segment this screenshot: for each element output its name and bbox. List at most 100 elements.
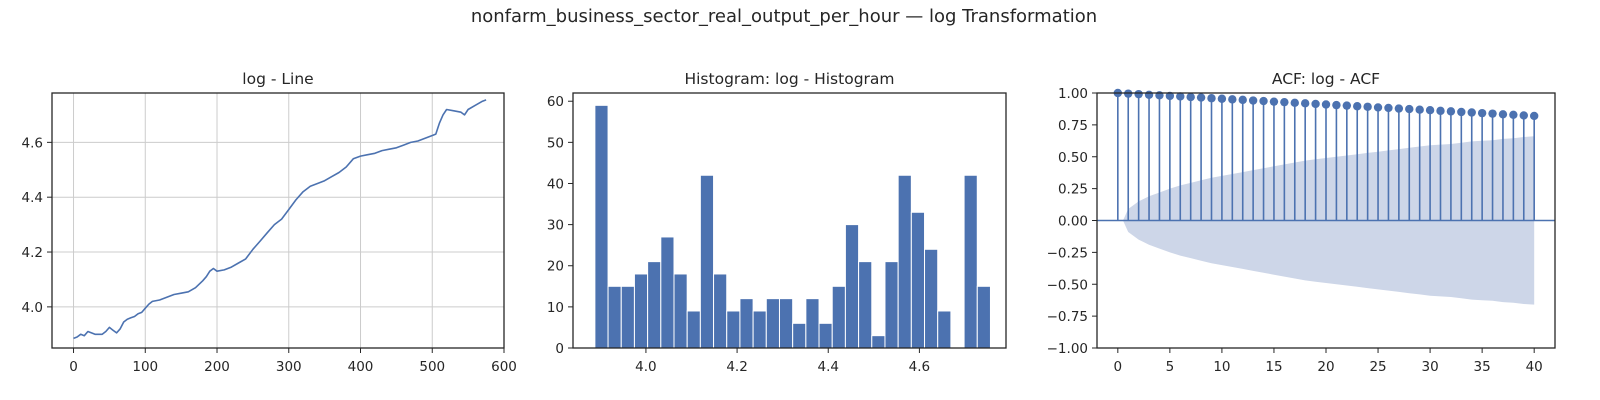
acf-point	[1509, 110, 1518, 120]
acf-point	[1446, 107, 1456, 116]
hist-xtick-label: 4.4	[817, 359, 838, 375]
acf-ytick-label: −0.75	[1047, 309, 1088, 325]
line-panel: log - Line 0 100 200 300 400 500 600 4.0 4.2 4.4 4…	[22, 70, 517, 375]
hist-bar	[976, 285, 991, 349]
line-ytick-label: 4.4	[22, 190, 43, 206]
line-xtick-label: 0	[69, 359, 78, 375]
hist-bar	[924, 248, 939, 349]
acf-point	[1207, 94, 1216, 103]
acf-point	[1405, 104, 1414, 114]
acf-point	[1519, 111, 1528, 120]
acf-point	[1280, 97, 1289, 107]
hist-bar	[594, 104, 609, 349]
acf-point	[1228, 95, 1237, 104]
hist-bar	[844, 224, 860, 349]
line-ytick-label: 4.0	[22, 300, 43, 316]
acf-point	[1300, 99, 1310, 108]
acf-point	[1529, 111, 1539, 121]
acf-point	[1415, 105, 1424, 114]
acf-point	[1425, 106, 1435, 115]
acf-xtick-label: 0	[1114, 359, 1123, 375]
hist-bar	[673, 273, 688, 349]
line-xtick-label: 100	[132, 359, 158, 375]
hist-bar	[871, 335, 886, 349]
line-xtick-label: 500	[419, 359, 445, 375]
hist-frame	[572, 92, 1007, 349]
hist-ytick-label: 60	[547, 94, 564, 110]
hist-bar	[910, 211, 926, 349]
histogram-panel: Histogram: log - Histogram 4.0 4.2 4.4 4.6 0…	[547, 70, 1007, 375]
acf-point	[1144, 90, 1154, 99]
acf-panel-title: ACF: log - ACF	[1272, 70, 1380, 88]
acf-point	[1353, 102, 1362, 111]
hist-xtick-label: 4.2	[726, 359, 747, 375]
acf-point	[1176, 92, 1185, 101]
acf-xtick-label: 10	[1213, 359, 1230, 375]
histogram-panel-title: Histogram: log - Histogram	[684, 70, 894, 88]
acf-xtick-label: 35	[1474, 359, 1491, 375]
acf-point	[1467, 108, 1476, 117]
line-xtick-label: 600	[491, 359, 517, 375]
acf-ytick-label: 0.00	[1058, 214, 1088, 230]
acf-ytick-label: −0.50	[1047, 277, 1088, 293]
acf-point	[1457, 107, 1466, 117]
hist-bar	[713, 273, 728, 349]
hist-ytick-label: 30	[547, 218, 564, 234]
acf-point	[1238, 95, 1247, 105]
hist-bar	[647, 261, 662, 349]
acf-point	[1165, 91, 1175, 101]
acf-xtick-label: 25	[1369, 359, 1386, 375]
hist-bar	[765, 298, 780, 349]
acf-xtick-label: 15	[1265, 359, 1282, 375]
acf-point	[1436, 106, 1445, 116]
line-frame	[51, 92, 505, 349]
hist-xtick-label: 4.6	[909, 359, 930, 375]
acf-point	[1477, 108, 1487, 118]
hist-ytick-label: 40	[547, 176, 564, 192]
acf-ytick-label: −0.25	[1047, 245, 1088, 261]
acf-point	[1373, 103, 1383, 112]
acf-xtick-label: 20	[1317, 359, 1334, 375]
hist-bar	[752, 310, 767, 349]
acf-point	[1248, 96, 1258, 105]
acf-ytick-label: −1.00	[1047, 341, 1088, 357]
hist-bar	[897, 174, 912, 349]
hist-bar	[778, 298, 794, 349]
acf-point	[1342, 101, 1352, 110]
acf-point	[1498, 110, 1508, 119]
acf-point	[1363, 102, 1372, 111]
hist-bar	[884, 261, 899, 349]
line-xtick-label: 300	[276, 359, 302, 375]
hist-bar	[963, 174, 978, 349]
acf-point	[1384, 103, 1393, 113]
hist-bar	[607, 285, 622, 349]
acf-xtick-label: 30	[1421, 359, 1438, 375]
acf-point	[1186, 92, 1195, 102]
acf-point	[1269, 97, 1279, 106]
hist-bar	[660, 236, 675, 349]
line-xtick-label: 400	[348, 359, 374, 375]
hist-bar	[858, 261, 873, 349]
hist-bar	[792, 322, 807, 349]
acf-point	[1217, 94, 1227, 103]
hist-bar	[699, 174, 715, 349]
acf-xtick-label: 40	[1526, 359, 1543, 375]
acf-point	[1332, 100, 1341, 110]
line-xtick-label: 200	[204, 359, 230, 375]
hist-bar	[739, 298, 754, 349]
hist-ytick-label: 20	[547, 259, 564, 275]
acf-point	[1290, 98, 1299, 108]
hist-bar	[633, 273, 649, 349]
acf-ytick-label: 0.75	[1058, 118, 1088, 134]
acf-ytick-label: 0.50	[1058, 150, 1088, 166]
line-panel-title: log - Line	[242, 70, 313, 88]
acf-point	[1321, 100, 1331, 109]
hist-bar	[937, 310, 952, 349]
acf-point	[1196, 93, 1206, 102]
hist-bar	[831, 285, 846, 349]
acf-point	[1488, 109, 1497, 118]
acf-point	[1134, 89, 1143, 99]
figure-title: nonfarm_business_sector_real_output_per_…	[471, 6, 1097, 27]
line-ytick-label: 4.6	[22, 135, 43, 151]
